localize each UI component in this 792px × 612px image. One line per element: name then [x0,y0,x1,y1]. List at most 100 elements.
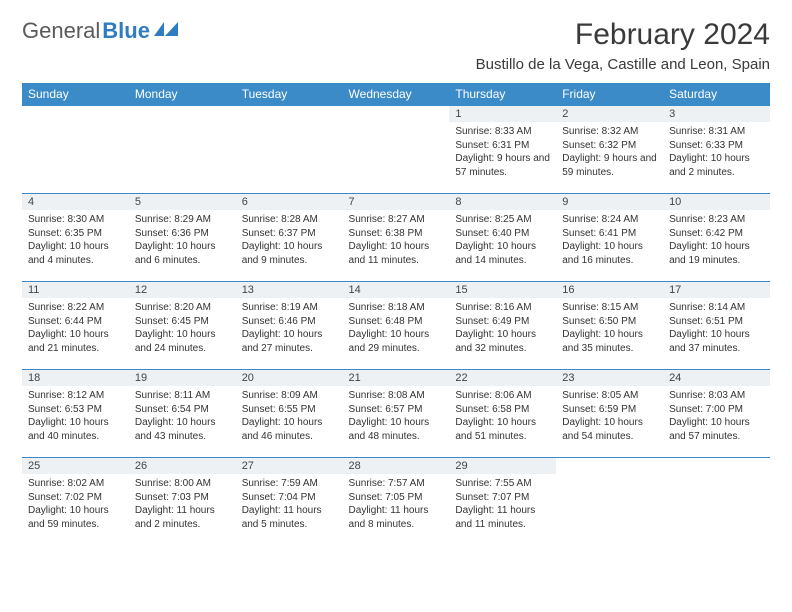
daylight-line: Daylight: 10 hours and 40 minutes. [28,416,123,443]
day-details: Sunrise: 8:09 AMSunset: 6:55 PMDaylight:… [236,386,343,447]
sunset-line: Sunset: 6:33 PM [669,139,764,153]
calendar-cell: 12Sunrise: 8:20 AMSunset: 6:45 PMDayligh… [129,281,236,369]
calendar-week-row: 4Sunrise: 8:30 AMSunset: 6:35 PMDaylight… [22,193,770,281]
day-details: Sunrise: 8:08 AMSunset: 6:57 PMDaylight:… [343,386,450,447]
sunset-line: Sunset: 6:46 PM [242,315,337,329]
sunrise-line: Sunrise: 8:24 AM [562,213,657,227]
daylight-line: Daylight: 10 hours and 27 minutes. [242,328,337,355]
sunrise-line: Sunrise: 8:11 AM [135,389,230,403]
day-details: Sunrise: 8:27 AMSunset: 6:38 PMDaylight:… [343,210,450,271]
day-details: Sunrise: 7:55 AMSunset: 7:07 PMDaylight:… [449,474,556,535]
title-block: February 2024 Bustillo de la Vega, Casti… [476,18,770,73]
calendar-cell: 22Sunrise: 8:06 AMSunset: 6:58 PMDayligh… [449,369,556,457]
daylight-line: Daylight: 10 hours and 2 minutes. [669,152,764,179]
daylight-line: Daylight: 10 hours and 4 minutes. [28,240,123,267]
calendar-week-row: 18Sunrise: 8:12 AMSunset: 6:53 PMDayligh… [22,369,770,457]
calendar-cell: 15Sunrise: 8:16 AMSunset: 6:49 PMDayligh… [449,281,556,369]
day-number: 9 [556,193,663,210]
day-number-empty [129,105,236,122]
sunset-line: Sunset: 6:32 PM [562,139,657,153]
sunset-line: Sunset: 6:55 PM [242,403,337,417]
calendar-cell: 25Sunrise: 8:02 AMSunset: 7:02 PMDayligh… [22,457,129,545]
daylight-line: Daylight: 10 hours and 59 minutes. [28,504,123,531]
day-details: Sunrise: 8:12 AMSunset: 6:53 PMDaylight:… [22,386,129,447]
daylight-line: Daylight: 10 hours and 51 minutes. [455,416,550,443]
logo-flag-icon [154,22,180,40]
weekday-header: Wednesday [343,83,450,105]
daylight-line: Daylight: 10 hours and 35 minutes. [562,328,657,355]
daylight-line: Daylight: 10 hours and 57 minutes. [669,416,764,443]
calendar-cell: 11Sunrise: 8:22 AMSunset: 6:44 PMDayligh… [22,281,129,369]
calendar-cell: 7Sunrise: 8:27 AMSunset: 6:38 PMDaylight… [343,193,450,281]
day-details: Sunrise: 8:20 AMSunset: 6:45 PMDaylight:… [129,298,236,359]
day-details: Sunrise: 8:03 AMSunset: 7:00 PMDaylight:… [663,386,770,447]
daylight-line: Daylight: 10 hours and 46 minutes. [242,416,337,443]
calendar-cell: 3Sunrise: 8:31 AMSunset: 6:33 PMDaylight… [663,105,770,193]
daylight-line: Daylight: 10 hours and 43 minutes. [135,416,230,443]
day-number-empty [556,457,663,474]
daylight-line: Daylight: 10 hours and 11 minutes. [349,240,444,267]
calendar-cell: 1Sunrise: 8:33 AMSunset: 6:31 PMDaylight… [449,105,556,193]
day-details: Sunrise: 8:14 AMSunset: 6:51 PMDaylight:… [663,298,770,359]
calendar-week-row: 1Sunrise: 8:33 AMSunset: 6:31 PMDaylight… [22,105,770,193]
sunset-line: Sunset: 6:58 PM [455,403,550,417]
sunset-line: Sunset: 6:38 PM [349,227,444,241]
sunset-line: Sunset: 7:05 PM [349,491,444,505]
sunrise-line: Sunrise: 7:59 AM [242,477,337,491]
day-details: Sunrise: 8:05 AMSunset: 6:59 PMDaylight:… [556,386,663,447]
calendar-cell: 29Sunrise: 7:55 AMSunset: 7:07 PMDayligh… [449,457,556,545]
calendar-cell [129,105,236,193]
day-details: Sunrise: 8:29 AMSunset: 6:36 PMDaylight:… [129,210,236,271]
sunrise-line: Sunrise: 8:19 AM [242,301,337,315]
calendar-cell: 6Sunrise: 8:28 AMSunset: 6:37 PMDaylight… [236,193,343,281]
weekday-header: Tuesday [236,83,343,105]
calendar-cell: 5Sunrise: 8:29 AMSunset: 6:36 PMDaylight… [129,193,236,281]
day-number: 22 [449,369,556,386]
daylight-line: Daylight: 11 hours and 2 minutes. [135,504,230,531]
sunset-line: Sunset: 7:00 PM [669,403,764,417]
day-details: Sunrise: 8:16 AMSunset: 6:49 PMDaylight:… [449,298,556,359]
sunrise-line: Sunrise: 8:09 AM [242,389,337,403]
daylight-line: Daylight: 9 hours and 57 minutes. [455,152,550,179]
sunrise-line: Sunrise: 8:28 AM [242,213,337,227]
sunset-line: Sunset: 7:03 PM [135,491,230,505]
day-number: 2 [556,105,663,122]
day-details: Sunrise: 8:15 AMSunset: 6:50 PMDaylight:… [556,298,663,359]
calendar-cell: 10Sunrise: 8:23 AMSunset: 6:42 PMDayligh… [663,193,770,281]
sunset-line: Sunset: 6:54 PM [135,403,230,417]
day-details: Sunrise: 8:24 AMSunset: 6:41 PMDaylight:… [556,210,663,271]
sunset-line: Sunset: 6:36 PM [135,227,230,241]
daylight-line: Daylight: 10 hours and 54 minutes. [562,416,657,443]
sunrise-line: Sunrise: 8:02 AM [28,477,123,491]
day-details: Sunrise: 8:19 AMSunset: 6:46 PMDaylight:… [236,298,343,359]
weekday-header-row: SundayMondayTuesdayWednesdayThursdayFrid… [22,83,770,105]
day-details: Sunrise: 8:00 AMSunset: 7:03 PMDaylight:… [129,474,236,535]
sunrise-line: Sunrise: 8:22 AM [28,301,123,315]
calendar-cell: 20Sunrise: 8:09 AMSunset: 6:55 PMDayligh… [236,369,343,457]
daylight-line: Daylight: 11 hours and 11 minutes. [455,504,550,531]
day-number: 29 [449,457,556,474]
day-number-empty [343,105,450,122]
calendar-week-row: 11Sunrise: 8:22 AMSunset: 6:44 PMDayligh… [22,281,770,369]
daylight-line: Daylight: 10 hours and 37 minutes. [669,328,764,355]
daylight-line: Daylight: 10 hours and 48 minutes. [349,416,444,443]
header: GeneralBlue February 2024 Bustillo de la… [22,18,770,73]
daylight-line: Daylight: 10 hours and 14 minutes. [455,240,550,267]
day-number: 12 [129,281,236,298]
day-number: 7 [343,193,450,210]
sunrise-line: Sunrise: 8:12 AM [28,389,123,403]
calendar-cell [236,105,343,193]
calendar-cell [343,105,450,193]
day-details: Sunrise: 8:23 AMSunset: 6:42 PMDaylight:… [663,210,770,271]
weekday-header: Sunday [22,83,129,105]
day-number: 13 [236,281,343,298]
day-details: Sunrise: 8:11 AMSunset: 6:54 PMDaylight:… [129,386,236,447]
calendar-cell [22,105,129,193]
sunrise-line: Sunrise: 8:14 AM [669,301,764,315]
brand-part2: Blue [102,18,150,44]
daylight-line: Daylight: 9 hours and 59 minutes. [562,152,657,179]
sunrise-line: Sunrise: 8:08 AM [349,389,444,403]
day-number-empty [22,105,129,122]
day-number: 16 [556,281,663,298]
sunset-line: Sunset: 6:42 PM [669,227,764,241]
